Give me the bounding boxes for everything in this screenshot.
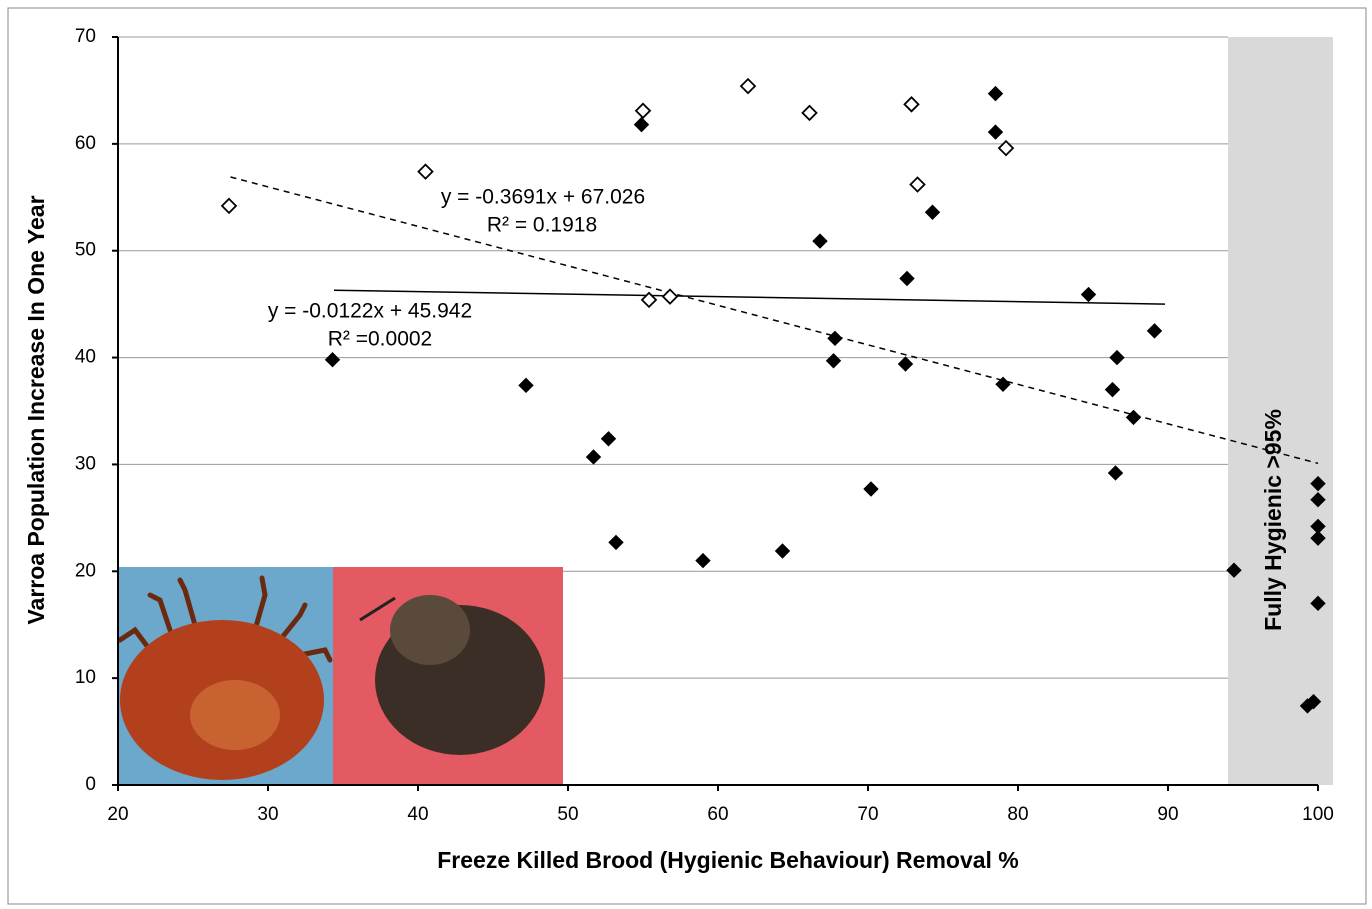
- data-point: [324, 352, 341, 368]
- data-point: [634, 102, 652, 120]
- data-point: [909, 176, 926, 193]
- data-point: [903, 96, 920, 113]
- x-tick-label: 70: [857, 804, 878, 825]
- y-tick-label: 10: [75, 667, 96, 688]
- data-point: [774, 543, 791, 559]
- x-tick-label: 40: [407, 804, 428, 825]
- trendline: [333, 289, 1166, 305]
- data-point: [739, 77, 757, 95]
- data-point: [633, 116, 650, 133]
- y-tick-label: 30: [75, 453, 96, 474]
- data-point: [1146, 323, 1163, 339]
- data-point: [1299, 698, 1316, 714]
- data-point: [827, 330, 843, 347]
- data-point: [897, 356, 914, 372]
- x-tick-label: 20: [107, 804, 128, 825]
- data-point: [924, 204, 941, 220]
- data-point: [1109, 349, 1125, 366]
- data-point: [1310, 491, 1326, 508]
- x-axis-title: Freeze Killed Brood (Hygienic Behaviour)…: [437, 847, 1019, 873]
- bee-antenna: [359, 596, 396, 622]
- data-point: [1310, 475, 1326, 492]
- data-point: [801, 104, 818, 122]
- data-point: [1080, 286, 1097, 303]
- data-point: [640, 291, 658, 309]
- x-tick-label: 100: [1302, 804, 1334, 825]
- trendline-label: y = -0.0122x + 45.942: [268, 300, 472, 323]
- data-point: [1125, 409, 1142, 426]
- data-point: [825, 353, 842, 369]
- data-point: [1310, 530, 1326, 546]
- y-tick-label: 20: [75, 560, 96, 581]
- y-tick-label: 40: [75, 347, 96, 368]
- trendline-label: R² =0.0002: [328, 328, 433, 351]
- y-tick-label: 70: [75, 26, 96, 47]
- data-point: [997, 139, 1015, 157]
- x-tick-label: 50: [557, 804, 578, 825]
- bee-head: [390, 595, 470, 665]
- data-point: [220, 197, 238, 215]
- data-point: [600, 431, 617, 447]
- data-point: [1107, 465, 1124, 481]
- data-point: [417, 163, 434, 180]
- trendline-label: y = -0.3691x + 67.026: [441, 186, 645, 209]
- shaded-region: [1228, 37, 1333, 785]
- photos: [117, 567, 563, 785]
- data-point: [987, 85, 1004, 102]
- data-point: [518, 377, 534, 394]
- mite-highlight: [190, 680, 280, 750]
- background-layer: [118, 36, 1333, 785]
- y-tick-label: 50: [75, 240, 96, 261]
- x-tick-label: 30: [257, 804, 278, 825]
- trendline-label: R² = 0.1918: [487, 214, 597, 237]
- mite-legs: [117, 575, 333, 663]
- data-point: [608, 534, 624, 551]
- data-point: [695, 552, 711, 569]
- data-point: [1310, 595, 1326, 612]
- x-tick-label: 90: [1157, 804, 1178, 825]
- data-point: [1226, 562, 1242, 578]
- data-point: [812, 233, 828, 249]
- data-point: [1104, 381, 1121, 398]
- y-tick-label: 60: [75, 133, 96, 154]
- x-tick-label: 60: [707, 804, 728, 825]
- data-point: [899, 270, 915, 287]
- data-point: [661, 288, 679, 305]
- shaded-region-label: Fully Hygienic >95%: [1260, 409, 1286, 631]
- data-point: [863, 481, 879, 497]
- frame: [7, 7, 1367, 905]
- data-point: [987, 124, 1004, 140]
- y-axis-title: Varroa Population Increase In One Year: [23, 195, 49, 624]
- y-tick-label: 0: [85, 774, 96, 795]
- data-point: [995, 376, 1011, 392]
- x-tick-label: 80: [1007, 804, 1028, 825]
- data-point: [585, 449, 602, 465]
